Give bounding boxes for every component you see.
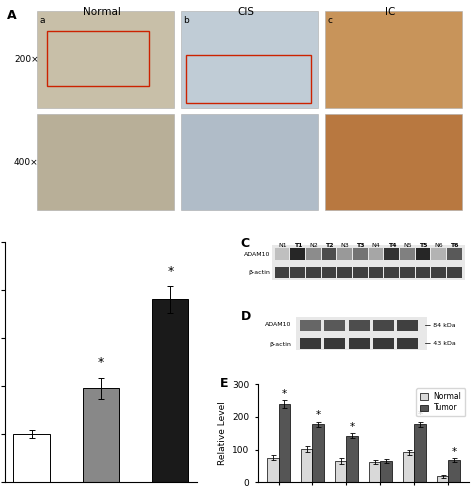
Bar xyxy=(324,320,346,331)
Bar xyxy=(381,461,392,482)
Bar xyxy=(300,320,321,331)
Text: *: * xyxy=(282,389,287,399)
Bar xyxy=(369,267,383,278)
Bar xyxy=(369,462,381,482)
Bar xyxy=(416,248,430,261)
Bar xyxy=(403,452,414,482)
Text: CIS: CIS xyxy=(238,7,255,17)
Bar xyxy=(397,338,419,349)
Bar xyxy=(273,244,465,280)
Text: ADAM10: ADAM10 xyxy=(244,252,270,257)
Bar xyxy=(290,267,305,278)
Bar xyxy=(337,267,352,278)
Text: N3: N3 xyxy=(340,243,349,248)
Bar xyxy=(346,435,358,482)
Bar xyxy=(37,114,174,210)
Bar xyxy=(384,267,399,278)
Bar xyxy=(300,338,321,349)
Text: β-actin: β-actin xyxy=(248,270,270,275)
Bar xyxy=(447,267,462,278)
Bar xyxy=(384,248,399,261)
Bar xyxy=(321,248,337,261)
Text: β-actin: β-actin xyxy=(270,341,292,347)
Text: T5: T5 xyxy=(419,243,428,248)
Bar xyxy=(437,476,448,482)
Bar xyxy=(37,11,174,108)
Text: T1: T1 xyxy=(293,243,302,248)
Bar xyxy=(431,267,446,278)
Text: *: * xyxy=(167,265,173,278)
Text: *: * xyxy=(98,356,104,369)
Bar xyxy=(267,458,279,482)
Bar xyxy=(349,338,370,349)
Bar xyxy=(353,267,368,278)
Text: 400×: 400× xyxy=(14,158,39,167)
Bar xyxy=(296,318,427,350)
Text: T3: T3 xyxy=(356,243,365,248)
Bar xyxy=(290,248,305,261)
Legend: Normal, Tumor: Normal, Tumor xyxy=(416,388,465,416)
Text: 200×: 200× xyxy=(14,55,39,64)
Text: ADAM10: ADAM10 xyxy=(265,322,292,327)
Bar xyxy=(279,404,290,482)
Text: c: c xyxy=(328,16,333,25)
Text: E: E xyxy=(219,376,228,390)
Bar xyxy=(274,248,290,261)
Bar xyxy=(181,114,319,210)
Text: A: A xyxy=(7,9,17,22)
Text: N4: N4 xyxy=(372,243,381,248)
Text: a: a xyxy=(40,16,45,25)
Text: IC: IC xyxy=(385,7,395,17)
Text: - 43 kDa: - 43 kDa xyxy=(429,341,456,346)
Text: *: * xyxy=(349,422,355,431)
Bar xyxy=(186,55,311,103)
Bar xyxy=(274,267,290,278)
Bar xyxy=(325,11,462,108)
Bar xyxy=(324,338,346,349)
Bar xyxy=(335,461,346,482)
Bar xyxy=(414,424,426,482)
Bar xyxy=(448,460,460,482)
Text: D: D xyxy=(241,310,251,323)
Bar xyxy=(181,11,319,108)
Text: - 84 kDa: - 84 kDa xyxy=(429,323,456,328)
Bar xyxy=(431,248,446,261)
Bar xyxy=(353,248,368,261)
Bar xyxy=(400,267,415,278)
Bar xyxy=(447,248,462,261)
Bar xyxy=(369,248,383,261)
Text: b: b xyxy=(183,16,189,25)
Bar xyxy=(83,389,119,482)
Bar xyxy=(349,320,370,331)
Y-axis label: Relative Level: Relative Level xyxy=(218,401,227,465)
Text: T4: T4 xyxy=(388,243,396,248)
Text: N2: N2 xyxy=(309,243,318,248)
Bar xyxy=(306,248,321,261)
Bar xyxy=(325,114,462,210)
Bar xyxy=(152,300,188,482)
Text: *: * xyxy=(451,447,456,457)
Text: T6: T6 xyxy=(450,243,459,248)
Bar xyxy=(312,424,324,482)
Bar xyxy=(46,31,149,86)
Text: Normal: Normal xyxy=(83,7,121,17)
Bar xyxy=(337,248,352,261)
Bar xyxy=(400,248,415,261)
Bar xyxy=(373,320,394,331)
Bar xyxy=(301,449,312,482)
Bar xyxy=(306,267,321,278)
Bar xyxy=(416,267,430,278)
Text: T2: T2 xyxy=(325,243,333,248)
Bar xyxy=(321,267,337,278)
Text: N5: N5 xyxy=(403,243,412,248)
Bar xyxy=(13,434,50,482)
Text: *: * xyxy=(316,410,321,420)
Text: C: C xyxy=(241,237,250,250)
Text: N1: N1 xyxy=(278,243,287,248)
Text: N6: N6 xyxy=(435,243,443,248)
Bar xyxy=(397,320,419,331)
Bar xyxy=(373,338,394,349)
Text: *: * xyxy=(418,410,423,420)
